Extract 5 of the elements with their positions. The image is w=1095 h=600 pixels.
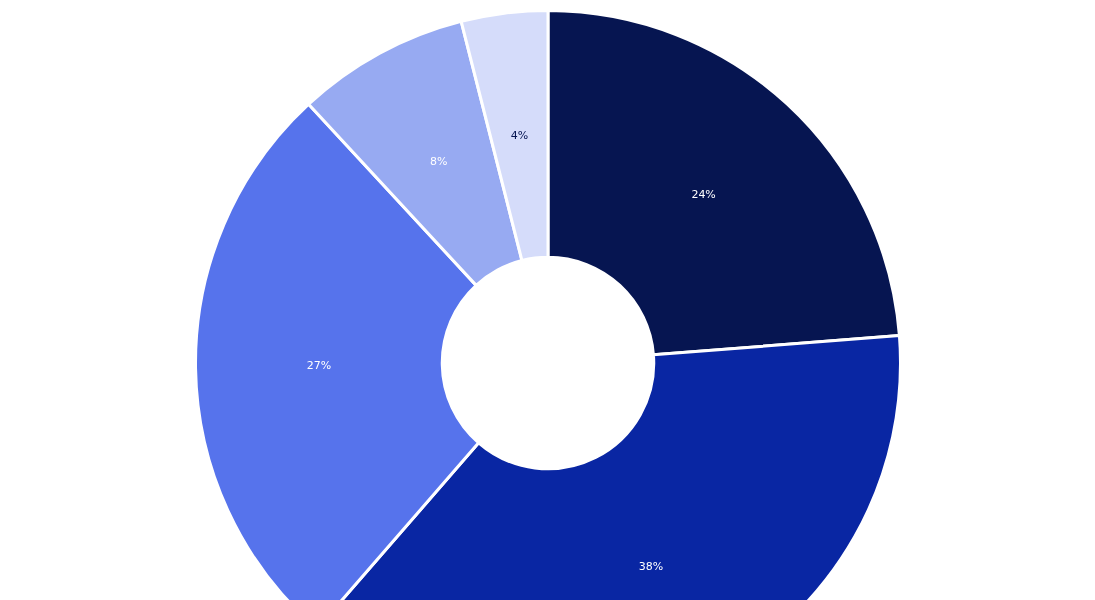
data-label: 8% [429,154,448,168]
data-label: 24% [691,187,716,201]
data-label: 4% [510,128,529,142]
data-label: 27% [306,359,332,373]
data-label: 38% [638,560,664,574]
